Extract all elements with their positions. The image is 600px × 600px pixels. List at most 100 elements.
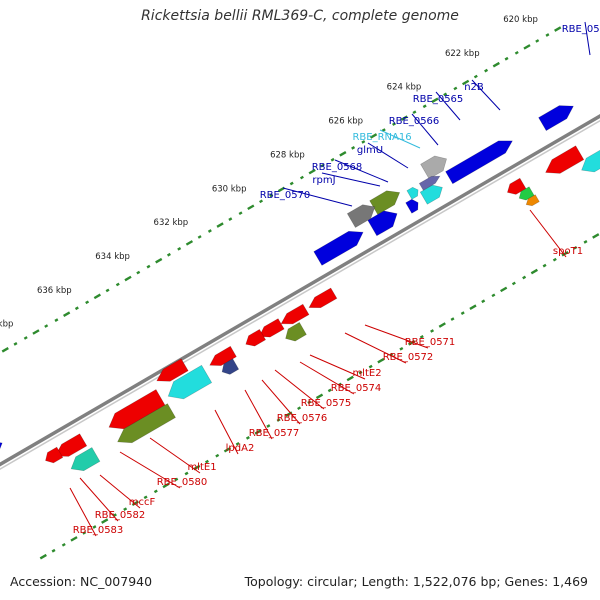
outer-track-tick (481, 299, 486, 304)
outer-track-tick (469, 304, 477, 310)
gene-arrow-n2b (538, 105, 574, 132)
gene-arrow-rbe-0566 (419, 184, 443, 205)
scale-tick (504, 56, 509, 61)
scale-tick (124, 275, 132, 282)
gene-label-rbe-0575: RBE_0575 (301, 398, 352, 409)
scale-tick (361, 140, 366, 144)
gene-label-rbe-0570: RBE_0570 (260, 190, 311, 201)
gene-label-rbe-0576: RBE_0576 (277, 413, 328, 424)
gene-label-rpmj: rpmJ (312, 175, 335, 186)
gene-arrow-rbe-0575 (245, 328, 267, 347)
scale-label: 630 kbp (212, 184, 247, 194)
scale-tick (54, 318, 59, 322)
gene-arrow-rbe-outer (581, 149, 600, 173)
scale-ticks (1, 26, 600, 560)
outer-track-tick (491, 293, 496, 298)
map-title: Rickettsia bellii RML369-C, complete gen… (141, 8, 459, 24)
label-leaders (69, 21, 591, 537)
scale-tick (115, 282, 120, 287)
scale-tick (155, 257, 163, 264)
genome-backbone (0, 114, 600, 470)
outer-track-tick (297, 406, 302, 411)
gene-label-rbe-rna16: RBE_RNA16 (352, 132, 411, 143)
gene-label-mlte2-leader (309, 354, 366, 380)
outer-track-tick (70, 536, 78, 542)
gene-label-n2b: n2B (464, 82, 484, 93)
outer-track-tick (592, 233, 600, 239)
outer-track-tick (315, 393, 324, 400)
gene-arrow-rbe-0559 (445, 140, 513, 185)
scale-tick (422, 104, 427, 109)
gene-arrow-small-2 (406, 186, 419, 200)
outer-track-tick (143, 495, 148, 500)
outer-track-tick (61, 542, 66, 547)
gene-label-rbe-0574-leader (299, 361, 355, 395)
scale-tick (105, 288, 110, 293)
scale-tick (63, 311, 71, 317)
scale-tick (330, 157, 335, 162)
gene-label-rbe-0580: RBE_0580 (157, 477, 208, 488)
scale-label: 632 kbp (154, 218, 189, 228)
outer-track-tick (450, 317, 455, 321)
gene-label-rbe-0577-leader (244, 389, 273, 440)
gene-label-rbe-0566-leader (411, 113, 439, 146)
genome-summary-text: Topology: circular; Length: 1,522,076 bp… (244, 574, 588, 589)
gene-arrow-rbe-0572 (308, 287, 338, 309)
scale-label: 638 kbp (0, 320, 13, 330)
scale-tick (185, 240, 194, 246)
scale-tick (339, 150, 347, 157)
scale-tick (392, 122, 396, 126)
gene-arrow-mlte1-top (156, 358, 189, 382)
gene-label-rbe-0565: RBE_0565 (413, 94, 464, 105)
scale-tick (44, 324, 49, 328)
gene-arrow-left-edge (0, 442, 3, 450)
gene-label-mccf-leader (99, 474, 141, 509)
outer-track-tick (573, 245, 578, 250)
outer-track-tick (377, 357, 385, 364)
scale-tick (177, 246, 182, 251)
gene-label-glmu-leader (367, 142, 409, 169)
outer-track-tick (39, 553, 47, 560)
gene-label-rbe-0576-leader (261, 379, 301, 425)
outer-track-tick (276, 418, 281, 422)
outer-track-tick (184, 471, 189, 476)
gene-arrow-glmu (369, 190, 401, 215)
scale-tick (400, 115, 408, 121)
scale-tick (146, 264, 151, 269)
gene-label-rbe-0575-leader (274, 369, 325, 410)
gene-arrow-lpda2-a (221, 358, 240, 375)
outer-track-tick (407, 340, 416, 346)
gene-label-rbe-0571: RBE_0571 (405, 337, 456, 348)
gene-label-rbe-0570-leader (282, 187, 353, 207)
outer-track-tick (131, 500, 140, 507)
gene-label-rbe-0566: RBE_0566 (389, 116, 440, 127)
gene-label-mlte2: mltE2 (352, 368, 381, 379)
outer-track-tick (460, 311, 465, 315)
outer-track-tick (358, 370, 363, 375)
labels: 620 kbp 622 kbp 624 kbp 626 kbp 628 kbp 630 k… (0, 15, 600, 536)
outer-track-tick (51, 548, 56, 553)
scale-tick (381, 128, 386, 132)
outer-track-tick (419, 335, 424, 339)
gene-label-rbe-0574: RBE_0574 (331, 383, 382, 394)
gene-label-spot1: spoT1 (553, 246, 583, 257)
gene-label-n2b-leader (471, 79, 501, 111)
gene-arrow-orange (525, 194, 540, 207)
outer-track-tick (82, 531, 87, 535)
scale-tick (473, 74, 478, 79)
gene-arrow-rbe-0574 (258, 318, 285, 338)
outer-track-tick (266, 424, 271, 428)
outer-track-tick (368, 364, 373, 369)
scale-tick (535, 39, 540, 43)
scale-tick (136, 270, 141, 275)
scale-tick (484, 68, 489, 73)
outer-track-tick (215, 453, 220, 458)
gene-label-rbe-0572: RBE_0572 (383, 352, 434, 363)
gene-label-mccf: mccF (129, 497, 156, 508)
gene-arrow-rpmj (346, 204, 376, 228)
gene-label-rbe-0583: RBE_0583 (73, 525, 124, 536)
gene-label-rbe-0559: RBE_0559 (562, 24, 600, 35)
outer-track-tick (561, 250, 569, 257)
scale-tick (269, 193, 274, 198)
